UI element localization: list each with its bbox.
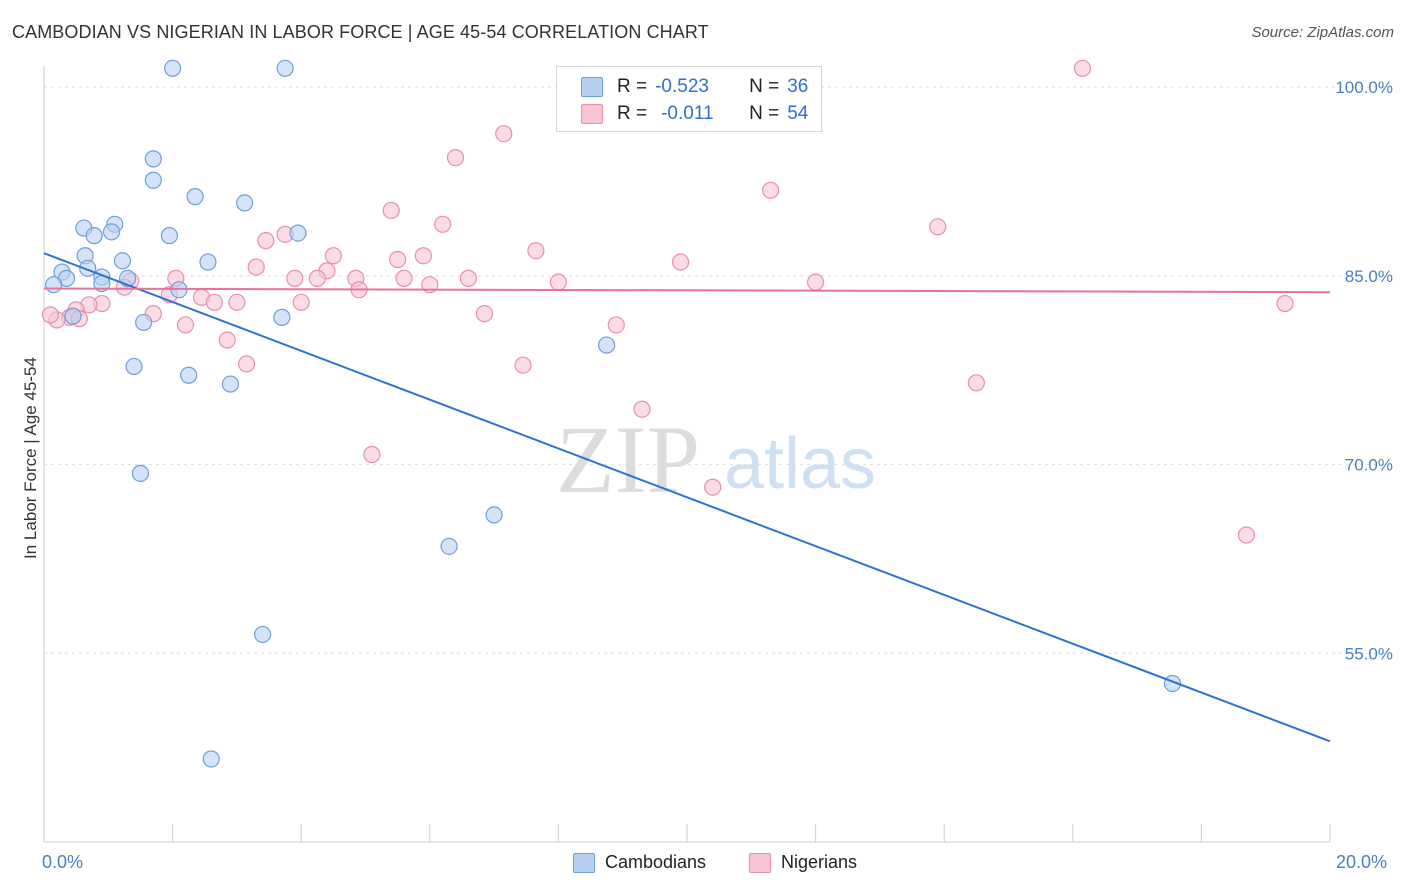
trend-lines — [43, 252, 1331, 743]
cambodian-point — [289, 224, 307, 242]
blue-swatch — [573, 852, 595, 873]
cambodian-point — [64, 307, 82, 325]
cambodian-point — [276, 59, 294, 77]
cambodian-point — [164, 59, 182, 77]
cambodian-point — [131, 464, 150, 482]
nigerian-point — [434, 215, 452, 233]
nigerian-point — [324, 247, 342, 265]
nigerians-trend-line — [43, 287, 1331, 294]
nigerian-point — [205, 293, 223, 311]
cambodian-point — [202, 750, 220, 768]
cambodian-point — [254, 625, 272, 644]
nigerian-point — [389, 250, 407, 269]
nigerian-point — [286, 269, 304, 287]
y-axis-label: In Labor Force | Age 45-54 — [21, 357, 40, 559]
nigerian-point — [363, 445, 381, 464]
n-label: N = — [749, 103, 780, 124]
watermark-atlas: atlas — [724, 424, 876, 504]
bottom-legend-cambodians[interactable]: Cambodians — [573, 852, 706, 873]
watermark: ZIP atlas — [556, 406, 876, 513]
nigerian-point — [257, 232, 275, 250]
nigerian-point — [228, 293, 246, 311]
nigerian-point — [671, 253, 690, 271]
y-tick-label: 70.0% — [1345, 456, 1393, 475]
cambodian-point — [598, 336, 616, 354]
r-label: R = — [617, 76, 648, 97]
chart-title: CAMBODIAN VS NIGERIAN IN LABOR FORCE | A… — [12, 22, 709, 42]
nigerian-point — [382, 201, 400, 220]
source-label: Source: ZipAtlas.com — [1251, 24, 1394, 41]
axes — [43, 66, 1331, 843]
nigerian-point — [527, 242, 545, 260]
watermark-zip: ZIP — [556, 406, 700, 513]
cambodians-trend-line — [43, 252, 1331, 743]
nigerian-point — [41, 306, 60, 324]
cambodian-point — [180, 366, 198, 384]
pink-swatch — [749, 852, 771, 873]
nigerian-point — [446, 149, 465, 167]
nigerian-point — [549, 273, 568, 291]
cambodian-point — [144, 150, 162, 168]
n-value-nigerians: 54 — [787, 103, 809, 124]
cambodian-point — [485, 506, 503, 524]
bottom-legend-nigerians[interactable]: Nigerians — [749, 852, 857, 873]
cambodian-point — [236, 194, 254, 212]
nigerian-point — [633, 400, 651, 418]
nigerian-point — [176, 316, 195, 334]
nigerian-point — [704, 478, 722, 496]
nigerian-point — [414, 247, 432, 265]
legend-label-cambodians: Cambodians — [605, 852, 707, 872]
blue-swatch — [581, 77, 603, 97]
cambodian-point — [135, 313, 153, 332]
nigerian-point — [1237, 526, 1256, 544]
nigerian-point — [395, 269, 413, 287]
nigerian-point — [607, 316, 625, 334]
cambodians-points — [45, 59, 1182, 768]
y-tick-labels: 100.0% 85.0% 70.0% 55.0% — [1335, 78, 1393, 663]
y-tick-label: 100.0% — [1335, 78, 1393, 97]
n-label: N = — [749, 76, 780, 97]
nigerian-point — [237, 355, 256, 373]
nigerian-point — [514, 356, 532, 374]
cambodian-point — [221, 375, 240, 393]
cambodian-point — [85, 227, 103, 245]
legend-label-nigerians: Nigerians — [781, 852, 858, 872]
y-tick-label: 55.0% — [1345, 644, 1393, 663]
nigerian-point — [929, 218, 947, 236]
y-tick-label: 85.0% — [1345, 267, 1393, 286]
correlation-legend: R = -0.523 N = 36 R = -0.011 N = 54 — [556, 66, 822, 132]
nigerian-point — [308, 269, 326, 287]
cambodian-point — [144, 171, 162, 189]
legend-row-cambodians: R = -0.523 N = 36 — [581, 75, 808, 99]
cambodian-point — [440, 537, 458, 555]
cambodian-point — [186, 188, 204, 206]
cambodian-point — [45, 276, 63, 294]
r-value-nigerians: -0.011 — [661, 103, 714, 124]
r-value-cambodians: -0.523 — [655, 76, 709, 97]
x-max-label: 20.0% — [1336, 852, 1388, 872]
nigerian-point — [292, 293, 310, 311]
nigerian-point — [967, 374, 985, 392]
nigerian-point — [459, 269, 477, 287]
cambodian-point — [199, 253, 217, 271]
n-value-cambodians: 36 — [787, 76, 809, 97]
nigerian-point — [761, 181, 780, 199]
r-label: R = — [617, 103, 648, 124]
cambodian-point — [160, 227, 178, 245]
nigerian-point — [806, 273, 825, 291]
nigerian-point — [218, 331, 236, 349]
cambodian-point — [102, 223, 121, 241]
cambodian-point — [125, 357, 143, 376]
pink-swatch — [581, 104, 603, 124]
nigerian-point — [495, 125, 513, 143]
cambodian-point — [113, 252, 132, 270]
nigerian-point — [1276, 294, 1294, 313]
cambodian-point — [273, 308, 291, 326]
x-min-label: 0.0% — [42, 852, 84, 872]
nigerian-point — [1073, 59, 1092, 77]
nigerian-point — [247, 258, 265, 276]
legend-row-nigerians: R = -0.011 N = 54 — [581, 102, 808, 126]
nigerian-point — [475, 305, 494, 323]
